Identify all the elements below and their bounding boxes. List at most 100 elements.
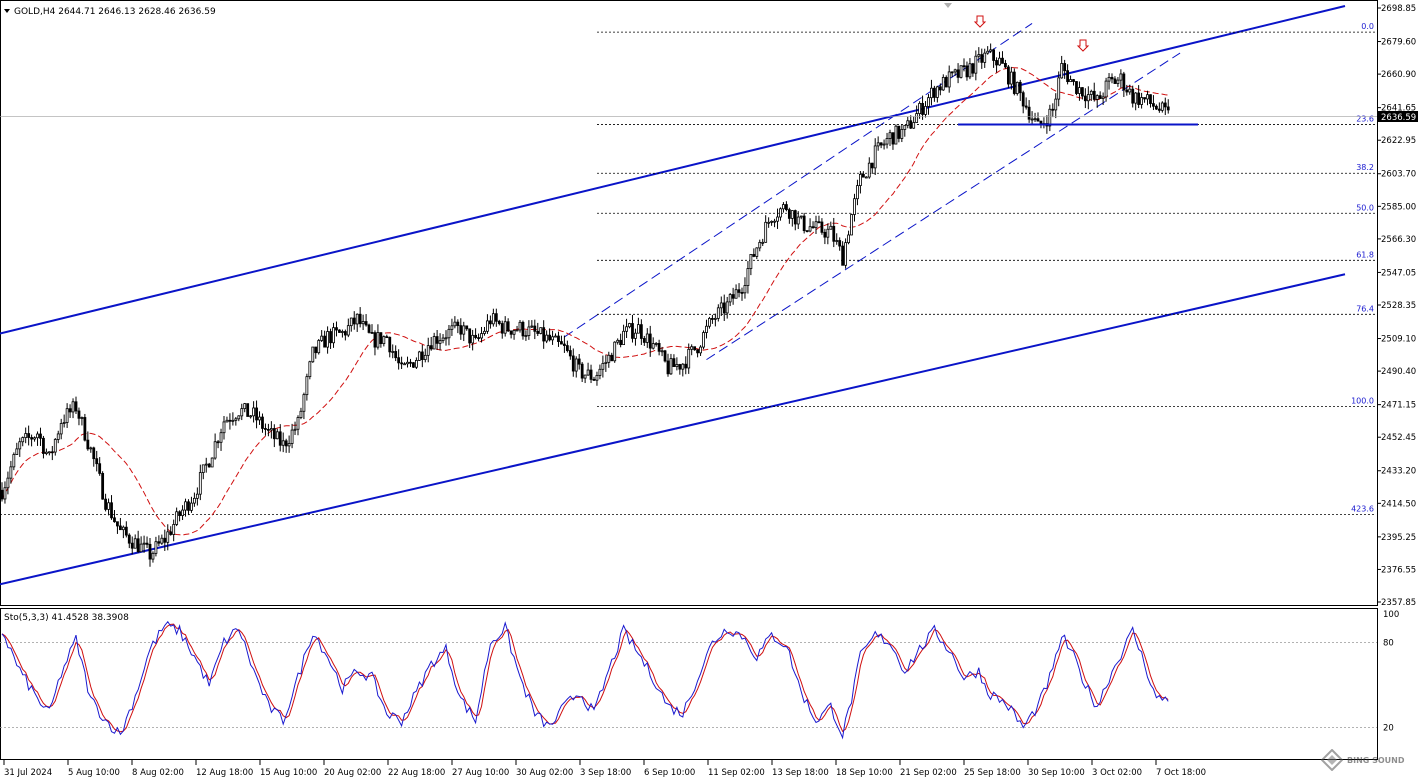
candle <box>1054 93 1058 119</box>
candle <box>870 162 874 174</box>
candle <box>879 142 883 149</box>
candle-body <box>850 214 853 236</box>
candle-body <box>465 325 469 330</box>
candle-body <box>420 351 424 360</box>
candle <box>376 324 380 350</box>
candle <box>204 457 208 473</box>
candle-body <box>62 422 66 424</box>
candle <box>234 416 238 426</box>
candle <box>163 529 167 551</box>
candle-body <box>317 340 321 354</box>
candle-body <box>201 464 205 473</box>
candle <box>971 62 975 77</box>
candle-body <box>409 361 412 364</box>
candle-body <box>296 417 300 430</box>
candle-body <box>571 355 575 372</box>
candle <box>89 446 93 453</box>
candle-body <box>15 448 19 455</box>
symbol-info: GOLD,H4 2644.71 2646.13 2628.46 2636.59 <box>14 7 216 17</box>
candle <box>521 320 525 340</box>
candle <box>983 48 987 68</box>
candle-body <box>1001 57 1004 64</box>
candle <box>323 330 327 348</box>
candle-body <box>459 325 463 335</box>
candle-body <box>675 364 679 368</box>
candle <box>592 376 596 381</box>
candle-body <box>269 428 273 431</box>
candle-body <box>1157 108 1161 111</box>
candle-body <box>456 321 460 327</box>
candle <box>281 432 285 453</box>
candle <box>974 50 978 81</box>
candle-body <box>435 336 439 344</box>
candle <box>9 460 13 484</box>
candle <box>859 170 862 194</box>
candle-body <box>536 330 540 334</box>
candle <box>373 330 377 356</box>
candle-body <box>376 332 380 348</box>
candle <box>607 351 611 368</box>
candle <box>409 358 412 367</box>
candle-body <box>77 410 81 419</box>
collapse-triangle-icon[interactable] <box>4 9 10 13</box>
candle <box>80 416 84 426</box>
candle <box>252 401 256 423</box>
candle <box>1149 94 1152 108</box>
candle <box>175 507 179 527</box>
candle-body <box>261 416 264 429</box>
stochastic-oscillator: 100 80 20 <box>0 610 1399 740</box>
candle <box>1089 89 1093 101</box>
regression-channel <box>0 5 1346 586</box>
candle-body <box>438 340 442 344</box>
candle-body <box>27 433 31 438</box>
candle <box>1101 92 1105 106</box>
candle-body <box>483 330 486 334</box>
candle <box>699 345 702 356</box>
candle-body <box>817 221 821 224</box>
candle-body <box>30 437 34 440</box>
candle <box>107 498 110 516</box>
candle <box>382 335 386 347</box>
candle-body <box>521 321 525 337</box>
candle-body <box>142 542 146 545</box>
candle <box>1004 59 1007 69</box>
candle-body <box>175 511 179 525</box>
candle-body <box>1007 66 1010 85</box>
candle <box>841 241 845 266</box>
candle <box>631 314 634 343</box>
candle <box>1018 79 1022 101</box>
candle-body <box>912 122 916 129</box>
candle-body <box>974 55 978 74</box>
candle-body <box>657 343 661 352</box>
candle-body <box>187 501 190 511</box>
candle-body <box>1125 89 1129 93</box>
candle <box>0 482 4 502</box>
candle <box>187 499 190 516</box>
down-arrow-icon <box>1076 39 1090 52</box>
candle-body <box>195 493 199 499</box>
candle-body <box>343 331 347 336</box>
candle <box>6 471 10 495</box>
candle-body <box>959 65 963 78</box>
candle-body <box>705 325 708 333</box>
price-tick-label: 2547.05 <box>1381 268 1416 278</box>
candle-body <box>1166 106 1170 111</box>
candle-body <box>178 511 182 516</box>
price-tick-label: 2376.55 <box>1381 565 1416 575</box>
candle <box>563 335 566 353</box>
candle <box>986 46 990 55</box>
candle-body <box>950 71 954 74</box>
candle-body <box>3 487 7 500</box>
candle-body <box>711 318 714 320</box>
candle <box>207 462 211 468</box>
candle-body <box>998 57 1001 66</box>
candle-body <box>346 325 350 336</box>
candle-body <box>237 415 241 420</box>
candle-body <box>938 86 942 91</box>
candle-body <box>915 113 919 123</box>
candle <box>98 457 102 476</box>
candle-body <box>172 524 176 535</box>
candle-body <box>364 321 368 326</box>
candle <box>169 526 173 536</box>
